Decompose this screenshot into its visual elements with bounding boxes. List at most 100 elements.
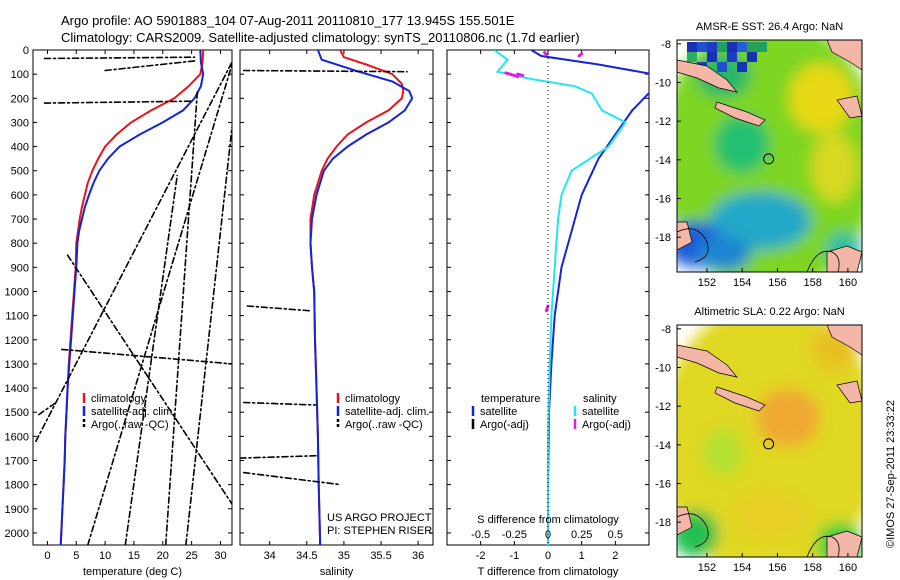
salinity-segment-argo	[240, 454, 319, 459]
temperature-xtick-label: 10	[99, 550, 111, 562]
temperature-segment-argo	[43, 56, 196, 60]
sst_map-xtick-label: 156	[768, 277, 786, 289]
sla_map-land	[677, 344, 738, 378]
temperature-segment-argo	[164, 90, 199, 545]
depth-tick-label: 1100	[5, 311, 29, 323]
sst_map-title: AMSR-E SST: 26.4 Argo: NaN	[696, 21, 843, 33]
legend-title-temperature: temperature	[481, 393, 540, 405]
temperature-xtick-label: 15	[128, 550, 140, 562]
salinity-diff-tick-label: 0.25	[571, 529, 592, 541]
sla_map-ytick-label: -8	[661, 324, 671, 336]
depth-tick-label: 1300	[5, 359, 29, 371]
sst-pixel	[737, 42, 747, 52]
sla-map: Altimetric SLA: 0.22 Argo: NaN 152 154 156 1…	[655, 306, 863, 574]
depth-tick-label: 100	[11, 69, 29, 81]
temperature-segment-argo	[66, 254, 232, 505]
sst_map-land	[836, 95, 862, 119]
legend-label-satellite: satellite-adj. clim.	[91, 406, 175, 418]
depth-tick-label: 1700	[5, 455, 29, 467]
difference-xlabel2: S difference from climatology	[477, 514, 619, 526]
legend-label-t-argo: Argo(-adj)	[480, 419, 529, 431]
sst_map-ytick-label: -18	[655, 232, 671, 244]
sst-pixel	[727, 52, 737, 62]
salinity-xtick-label: 34.5	[296, 550, 317, 562]
sst_map-land	[826, 245, 862, 272]
sla_map-land	[836, 380, 862, 404]
salinity-segment-argo	[246, 305, 312, 312]
sst-pixel	[717, 62, 727, 72]
sst_map-land	[677, 59, 738, 93]
sst_map-contour	[806, 250, 840, 272]
sst_map-land	[714, 101, 766, 127]
sst_map-xtick-label: 158	[803, 277, 821, 289]
legend-title-salinity: salinity	[583, 393, 617, 405]
salinity-segment-argo	[242, 471, 341, 486]
sla_map-land	[714, 386, 766, 412]
salinity-xtick-label: 36	[412, 550, 424, 562]
depth-tick-label: 700	[11, 214, 29, 226]
header-line2: Climatology: CARS2009. Satellite-adjuste…	[61, 30, 580, 45]
salinity-xlabel: salinity	[320, 566, 354, 578]
sla_map-xtick-label: 158	[803, 562, 821, 574]
sst_map-contour	[677, 228, 709, 263]
depth-tick-label: 200	[11, 93, 29, 105]
sla_map-ytick-label: -14	[655, 440, 671, 452]
sla_map-land	[826, 530, 862, 557]
sst_map-land	[826, 40, 862, 71]
temperature-panel: 0 5 10 15 20 25 300100200300400500600700800900…	[5, 45, 233, 578]
sla_map-ytick-label: -16	[655, 479, 671, 491]
sla_map-field-blur	[677, 325, 862, 557]
difference-line-temperature-satellite	[530, 50, 649, 545]
sst_map-xtick-label: 154	[733, 277, 751, 289]
depth-tick-label: 900	[11, 262, 29, 274]
legend-label-climatology: climatology	[91, 393, 147, 405]
salinity-segment-argo	[242, 69, 408, 73]
salinity-diff-tick-label: 0	[545, 529, 551, 541]
sst-pixel	[687, 42, 697, 52]
sst-pixel	[707, 42, 717, 52]
temperature-xlabel: temperature (deg C)	[83, 566, 182, 578]
sst_map-frame	[676, 39, 863, 273]
depth-tick-label: 300	[11, 117, 29, 129]
sla_map-xtick-label: 154	[733, 562, 751, 574]
sst-pixel	[687, 52, 697, 62]
temperature-frame	[32, 49, 233, 546]
temperature-xtick-label: 30	[214, 550, 226, 562]
temperature-plot-area	[35, 50, 232, 545]
temperature-segment-argo	[104, 60, 196, 72]
temperature-line-satellite	[59, 50, 205, 545]
difference-plot-area	[493, 50, 649, 545]
difference-xtick-label: 2	[612, 550, 618, 562]
sla_map-xtick-label: 152	[698, 562, 716, 574]
salinity-panel: 34 34.5 35 35.5 36 salinity climatologysatelli…	[239, 49, 434, 578]
depth-tick-label: 1000	[5, 286, 29, 298]
temperature-xtick-label: 20	[157, 550, 169, 562]
sla_map-xtick-label: 160	[839, 562, 857, 574]
sst_map-field-blob	[709, 191, 812, 250]
salinity-xtick-label: 34	[264, 550, 276, 562]
sla_map-field-blob	[732, 492, 807, 539]
temperature-xtick-label: 5	[73, 550, 79, 562]
sst-pixel	[737, 62, 747, 72]
sla_map-xtick-label: 156	[768, 562, 786, 574]
sla_map-ytick-label: -12	[655, 401, 671, 413]
legend-label-s-satellite: satellite	[582, 406, 619, 418]
sst-pixel	[757, 42, 767, 52]
legend-label-satellite: satellite-adj. clim.	[345, 406, 429, 418]
depth-tick-label: 600	[11, 190, 29, 202]
sla_map-ytick-label: -18	[655, 517, 671, 529]
difference-xlabel: T difference from climatology	[478, 566, 619, 578]
pi-label: PI: STEPHEN RISER	[327, 525, 432, 537]
salinity-xtick-label: 35	[338, 550, 350, 562]
sla_map-contour	[806, 535, 840, 557]
difference-xtick-label: -1	[509, 550, 519, 562]
depth-tick-label: 1800	[5, 480, 29, 492]
sst_map-xtick-label: 160	[839, 277, 857, 289]
difference-segment-argo-adj	[577, 52, 584, 58]
sst_map-ytick-label: -16	[655, 194, 671, 206]
difference-segment-argo-adj	[504, 71, 520, 79]
sst_map-field-blob	[811, 132, 858, 203]
sla_map-field	[677, 325, 862, 557]
project-label: US ARGO PROJECT	[327, 512, 432, 524]
